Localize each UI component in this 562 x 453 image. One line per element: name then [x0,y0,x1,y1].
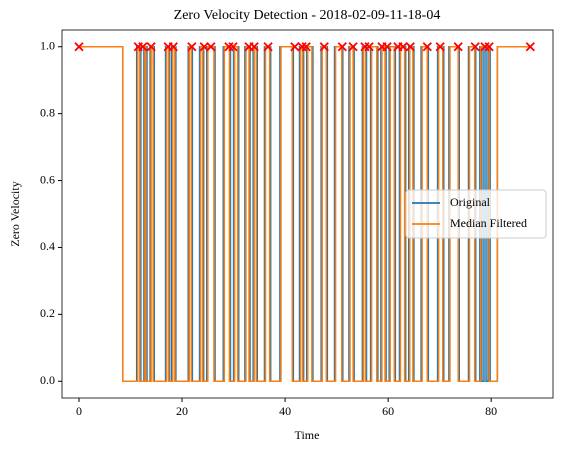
marker [422,42,432,52]
x-axis-label: Time [295,428,320,442]
marker [249,42,259,52]
y-axis-label: Zero Velocity [8,181,22,246]
marker [453,42,463,52]
chart-title: Zero Velocity Detection - 2018-02-09-11-… [174,8,441,23]
marker [319,42,329,52]
marker [405,42,415,52]
y-tick-label: 1.0 [40,38,55,52]
marker [301,42,311,52]
marker [206,42,216,52]
marker [470,42,480,52]
marker [168,42,178,52]
marker [263,42,273,52]
marker [398,42,408,52]
marker [337,42,347,52]
marker [364,42,374,52]
y-tick-label: 0.0 [40,373,55,387]
marker [435,42,445,52]
marker [199,42,209,52]
legend-box [405,189,547,239]
marker [138,42,148,52]
legend-label: Original [450,195,491,209]
plot-frame [61,29,554,399]
marker [74,42,84,52]
marker [228,42,238,52]
y-tick-label: 0.8 [40,105,55,119]
marker [290,42,300,52]
y-tick-label: 0.6 [40,172,55,186]
marker [187,42,197,52]
marker [146,42,156,52]
y-tick-label: 0.4 [40,239,55,253]
y-tick-label: 0.2 [40,306,55,320]
x-tick-label: 80 [485,404,497,418]
marker [484,42,494,52]
x-tick-label: 40 [279,404,291,418]
legend-label: Median Filtered [450,216,527,230]
marker [382,42,392,52]
x-tick-label: 20 [176,404,188,418]
x-tick-label: 0 [76,404,82,418]
x-tick-label: 60 [382,404,394,418]
marker [348,42,358,52]
marker [525,42,535,52]
legend: Original Median Filtered [405,189,547,239]
